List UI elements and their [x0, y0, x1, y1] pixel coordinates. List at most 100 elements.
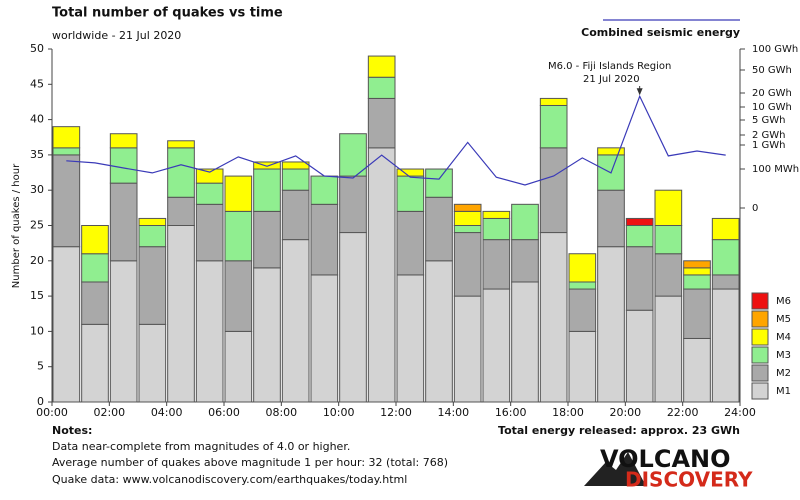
bar-segment	[52, 154, 81, 248]
legend-swatch	[751, 346, 769, 364]
chart-title: Total number of quakes vs time	[52, 6, 283, 21]
bar-segment	[253, 267, 281, 403]
bar-segment	[281, 168, 310, 191]
y-tick-label: 25	[30, 219, 44, 232]
bar-segment	[310, 203, 339, 276]
x-tick-label: 24:00	[724, 406, 756, 419]
y2-tick-label: 20 GWh	[752, 88, 792, 99]
bar-segment	[367, 55, 396, 78]
bar-segment	[711, 288, 740, 403]
bar-segment	[253, 210, 281, 269]
energy-line	[66, 94, 726, 186]
x-tick-label: 14:00	[437, 406, 469, 419]
y-axis-label: Number of quakes / hour	[11, 163, 22, 288]
notes-heading: Notes:	[52, 424, 92, 437]
bar-segment	[568, 288, 597, 332]
bar-segment	[310, 175, 339, 205]
total-energy: Total energy released: approx. 23 GWh	[498, 424, 740, 437]
bar-segment	[195, 203, 224, 262]
legend-label: M3	[776, 350, 791, 361]
bar-segment	[568, 281, 597, 290]
bar-segment	[52, 147, 81, 156]
bar-segment	[109, 260, 138, 403]
y-tick-label: 20	[30, 254, 44, 267]
bar-segment	[625, 309, 654, 403]
bar-segment	[453, 295, 482, 403]
bar-segment	[683, 267, 711, 276]
x-tick-label: 02:00	[93, 406, 125, 419]
legend-swatch	[751, 364, 769, 382]
bar-segment	[539, 97, 568, 106]
y2-tick-label: 100 GWh	[752, 44, 798, 55]
bar-segment	[167, 225, 195, 403]
note: Data near-complete from magnitudes of 4.…	[52, 440, 350, 453]
bar-segment	[195, 168, 224, 184]
bar-segment	[195, 260, 224, 403]
bar-segment	[224, 175, 253, 212]
bar-segment	[195, 182, 224, 205]
x-tick-label: 00:00	[36, 406, 68, 419]
legend-label: M4	[776, 332, 791, 343]
bar-segment	[625, 246, 654, 311]
y-tick-label: 5	[37, 360, 44, 373]
bar-segment	[167, 140, 195, 149]
bar-segment	[253, 168, 281, 212]
bar-segment	[453, 203, 482, 212]
logo-top: VOLCANO	[600, 445, 731, 473]
bar-segment	[81, 225, 109, 255]
bar-segment	[482, 217, 511, 241]
note: Average number of quakes above magnitude…	[52, 456, 448, 469]
y-tick-label: 45	[30, 77, 44, 90]
bar-segment	[568, 330, 597, 403]
bar-segment	[81, 281, 109, 325]
bar-segment	[167, 196, 195, 226]
bar-segment	[654, 295, 683, 403]
legend-label: M1	[776, 386, 791, 397]
x-tick-label: 22:00	[667, 406, 699, 419]
bar-segment	[224, 330, 253, 403]
logo-mountain	[584, 452, 646, 486]
bar-segment	[224, 260, 253, 332]
bar-segment	[654, 253, 683, 297]
bar-segment	[711, 274, 740, 290]
y-tick-label: 30	[30, 183, 44, 196]
bar-segment	[425, 168, 453, 198]
bar-segment	[539, 232, 568, 403]
bar-segment	[597, 147, 625, 156]
annotation: M6.0 - Fiji Islands Region	[548, 61, 671, 72]
bar-segment	[654, 225, 683, 255]
bar-segment	[52, 126, 81, 149]
y2-tick-label: 50 GWh	[752, 65, 792, 76]
legend-swatch	[751, 382, 769, 400]
bar-segment	[539, 147, 568, 234]
annotation-date: 21 Jul 2020	[583, 74, 640, 85]
y-tick-label: 0	[37, 395, 44, 408]
x-tick-label: 10:00	[323, 406, 355, 419]
bar-segment	[683, 260, 711, 269]
annotation-arrowhead	[636, 88, 643, 96]
legend-swatch	[751, 328, 769, 346]
bar-segment	[109, 147, 138, 184]
y2-tick-label: 100 MWh	[752, 164, 799, 175]
bar-segment	[453, 232, 482, 297]
bar-segment	[52, 246, 81, 403]
bar-segment	[138, 225, 167, 248]
y2-tick-label: 10 GWh	[752, 102, 792, 113]
x-tick-label: 16:00	[495, 406, 527, 419]
bar-segment	[367, 97, 396, 149]
bar-segment	[683, 337, 711, 403]
y-tick-label: 50	[30, 42, 44, 55]
bar-segment	[711, 239, 740, 276]
bar-segment	[711, 217, 740, 241]
bar-segment	[81, 323, 109, 403]
logo-bottom: DISCOVERY	[625, 468, 753, 492]
legend-label: M5	[776, 314, 791, 325]
legend-label: Combined seismic energy	[581, 26, 740, 39]
legend-swatch	[751, 310, 769, 328]
bar-segment	[425, 260, 453, 403]
y-tick-label: 35	[30, 148, 44, 161]
bar-segment	[425, 196, 453, 262]
bar-segment	[109, 133, 138, 149]
x-tick-label: 04:00	[151, 406, 183, 419]
